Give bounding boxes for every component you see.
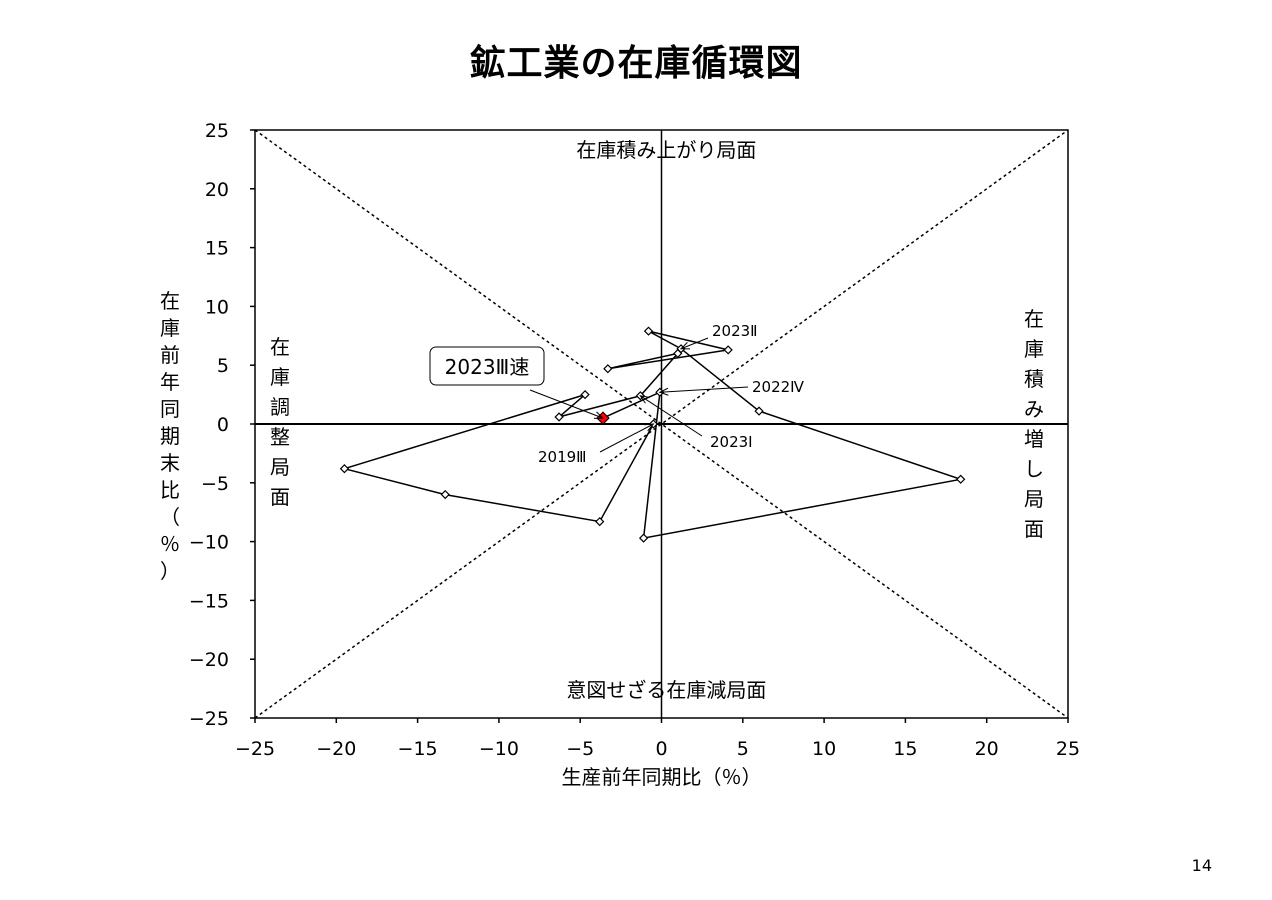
x-tick-label: −20 bbox=[316, 738, 356, 760]
page-number: 14 bbox=[1191, 856, 1212, 875]
y-axis-title-char: 年 bbox=[160, 370, 180, 394]
data-point bbox=[339, 464, 350, 474]
y-axis-title-char: 在 bbox=[160, 289, 180, 313]
callout-line bbox=[529, 389, 604, 419]
callout-label-boxed: 2023Ⅲ速 bbox=[445, 355, 530, 379]
callout-label: 2022Ⅳ bbox=[752, 378, 804, 396]
x-tick-label: −15 bbox=[398, 738, 438, 760]
callout-label: 2023Ⅰ bbox=[710, 433, 753, 451]
x-tick-label: 25 bbox=[1056, 738, 1080, 760]
quadrant-label-right-char: 面 bbox=[1024, 517, 1044, 541]
y-tick-label: 20 bbox=[205, 179, 229, 201]
callout-line bbox=[599, 423, 654, 453]
quadrant-label-left-char: 整 bbox=[270, 425, 290, 449]
diagonal-y-equals-x bbox=[254, 129, 1069, 719]
x-tick-label: −5 bbox=[566, 738, 594, 760]
data-point bbox=[440, 489, 450, 500]
tick-labels: −25 −20 −15 −10 −5 0 5 10 15 20 25 25 20 15 10 5 0 −5 −10 −… bbox=[189, 120, 1080, 760]
y-tick-label: −20 bbox=[189, 649, 229, 671]
quadrant-label-right-char: 局 bbox=[1024, 487, 1044, 511]
data-point bbox=[554, 412, 564, 422]
y-tick-label: −5 bbox=[201, 473, 229, 495]
quadrant-label-right-char: み bbox=[1024, 397, 1044, 421]
callout-arrowhead bbox=[658, 387, 669, 396]
y-tick-label: −15 bbox=[189, 590, 229, 612]
x-tick-label: 20 bbox=[975, 738, 999, 760]
quadrant-label-right-char: 積 bbox=[1024, 367, 1044, 391]
y-tick-label: 0 bbox=[217, 414, 229, 436]
y-tick-label: −10 bbox=[189, 532, 229, 554]
data-point bbox=[603, 364, 613, 374]
y-tick-label: 5 bbox=[217, 355, 229, 377]
callout-arrowhead bbox=[639, 395, 650, 404]
callout-label: 2023Ⅱ bbox=[712, 322, 758, 340]
data-point bbox=[595, 516, 605, 527]
y-axis-title-char: ） bbox=[160, 559, 180, 583]
callout-arrowhead bbox=[644, 423, 655, 432]
y-tick-label: 25 bbox=[205, 120, 229, 142]
x-tick-label: −25 bbox=[235, 738, 275, 760]
x-tick-label: 15 bbox=[893, 738, 917, 760]
reference-lines bbox=[254, 129, 1069, 719]
y-axis-title-char: ％ bbox=[160, 532, 180, 556]
y-axis-title-char: 同 bbox=[160, 397, 180, 421]
quadrant-label-right-char: し bbox=[1024, 457, 1044, 481]
data-point bbox=[723, 345, 733, 355]
x-tick-label: 5 bbox=[737, 738, 749, 760]
quadrant-label-left-char: 在 bbox=[270, 335, 290, 359]
chart-text-labels: 生産前年同期比（％）在庫前年同期末比（％）在庫積み上がり局面意図せざる在庫減局面… bbox=[160, 138, 1044, 789]
callout-box bbox=[429, 346, 545, 386]
data-point bbox=[638, 533, 649, 543]
quadrant-label-left-char: 面 bbox=[270, 485, 290, 509]
y-tick-label: −25 bbox=[189, 708, 229, 730]
callout-line bbox=[640, 395, 703, 437]
data-point bbox=[580, 389, 590, 400]
x-tick-label: 0 bbox=[655, 738, 667, 760]
x-tick-label: 10 bbox=[812, 738, 836, 760]
quadrant-label-left-char: 局 bbox=[270, 455, 290, 479]
callout-line bbox=[680, 337, 709, 350]
callout-arrowhead bbox=[679, 342, 691, 350]
quadrant-label-right-char: 在 bbox=[1024, 307, 1044, 331]
data-point bbox=[754, 406, 764, 416]
y-axis-title-char: 前 bbox=[160, 343, 180, 367]
data-point bbox=[643, 326, 654, 336]
callout-arrowhead bbox=[593, 411, 605, 419]
x-axis-title: 生産前年同期比（％） bbox=[562, 765, 762, 789]
y-tick-label: 10 bbox=[205, 296, 229, 318]
diagonal-y-equals-minus-x bbox=[254, 129, 1069, 719]
annotations: 2019Ⅲ 2022Ⅳ 2023Ⅰ 2023Ⅱ 2023Ⅲ速 bbox=[429, 322, 804, 466]
y-axis-title-char: 比 bbox=[160, 478, 180, 502]
quadrant-label-top: 在庫積み上がり局面 bbox=[576, 138, 756, 162]
quadrant-label-right-char: 増 bbox=[1024, 427, 1044, 451]
quadrant-label-left-char: 庫 bbox=[270, 365, 290, 389]
data-point bbox=[956, 474, 966, 484]
x-tick-label: −10 bbox=[479, 738, 519, 760]
y-axis-title-char: （ bbox=[160, 505, 180, 529]
y-axis-title-char: 庫 bbox=[160, 316, 180, 340]
quadrant-label-bottom: 意図せざる在庫減局面 bbox=[566, 678, 766, 702]
quadrant-label-left-char: 調 bbox=[270, 395, 290, 419]
callout-line bbox=[659, 386, 749, 393]
y-tick-label: 15 bbox=[205, 238, 229, 260]
slide-title: 鉱工業の在庫循環図 bbox=[469, 43, 803, 84]
y-axis-title-char: 末 bbox=[160, 451, 180, 475]
callout-label: 2019Ⅲ bbox=[538, 448, 587, 466]
y-axis-title-char: 期 bbox=[160, 424, 180, 448]
quadrant-label-right-char: 庫 bbox=[1024, 337, 1044, 361]
